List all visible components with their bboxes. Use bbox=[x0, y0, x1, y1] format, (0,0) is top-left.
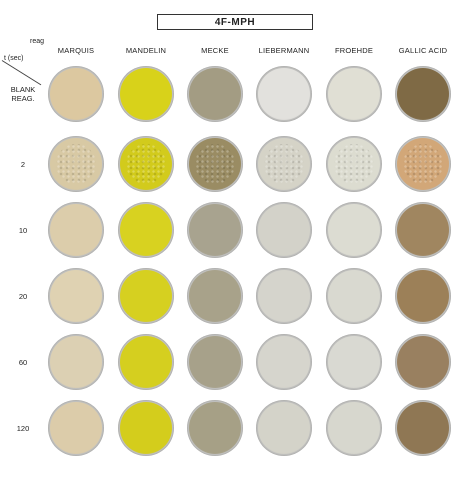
spot-color bbox=[258, 204, 310, 256]
spot-liebermann-row-3 bbox=[256, 268, 312, 324]
spot-gallic-acid-row-5 bbox=[395, 400, 451, 456]
spot-gallic-acid-row-1 bbox=[395, 136, 451, 192]
spot-liebermann-row-1 bbox=[256, 136, 312, 192]
spot-froehde-row-0 bbox=[326, 66, 382, 122]
spot-color bbox=[120, 270, 172, 322]
spot-color bbox=[328, 402, 380, 454]
column-header-mecke: MECKE bbox=[201, 46, 229, 55]
spot-mecke-row-3 bbox=[187, 268, 243, 324]
spot-froehde-row-2 bbox=[326, 202, 382, 258]
spot-froehde-row-1 bbox=[326, 136, 382, 192]
spot-marquis-row-4 bbox=[48, 334, 104, 390]
spot-color bbox=[397, 204, 449, 256]
spot-color bbox=[328, 204, 380, 256]
spot-liebermann-row-5 bbox=[256, 400, 312, 456]
spot-color bbox=[258, 402, 310, 454]
figure-title: 4F-MPH bbox=[157, 14, 313, 30]
axis-corner: reag t (sec) bbox=[0, 28, 50, 86]
spot-color bbox=[50, 138, 102, 190]
spot-color bbox=[328, 270, 380, 322]
column-header-liebermann: LIEBERMANN bbox=[258, 46, 310, 55]
spot-gallic-acid-row-2 bbox=[395, 202, 451, 258]
spot-color bbox=[50, 270, 102, 322]
spot-color bbox=[189, 270, 241, 322]
spot-color bbox=[258, 138, 310, 190]
spot-mandelin-row-4 bbox=[118, 334, 174, 390]
spot-color bbox=[189, 138, 241, 190]
spot-marquis-row-0 bbox=[48, 66, 104, 122]
spot-gallic-acid-row-3 bbox=[395, 268, 451, 324]
row-header-5: 120 bbox=[16, 423, 30, 433]
row-header-4: 60 bbox=[18, 357, 28, 367]
spot-froehde-row-3 bbox=[326, 268, 382, 324]
spot-color bbox=[120, 204, 172, 256]
spot-color bbox=[397, 68, 449, 120]
reagent-axis-label: reag bbox=[30, 38, 45, 45]
corner-divider bbox=[1, 60, 42, 86]
row-header-0: BLANK REAG. bbox=[10, 85, 36, 103]
spot-liebermann-row-0 bbox=[256, 66, 312, 122]
spot-mandelin-row-1 bbox=[118, 136, 174, 192]
spot-color bbox=[328, 336, 380, 388]
spot-color bbox=[328, 68, 380, 120]
spot-color bbox=[120, 68, 172, 120]
row-header-1: 2 bbox=[20, 159, 26, 169]
spot-gallic-acid-row-4 bbox=[395, 334, 451, 390]
column-header-marquis: MARQUIS bbox=[57, 46, 95, 55]
spot-color bbox=[258, 68, 310, 120]
spot-mandelin-row-5 bbox=[118, 400, 174, 456]
spot-color bbox=[258, 270, 310, 322]
spot-color bbox=[397, 336, 449, 388]
spot-color bbox=[189, 402, 241, 454]
spot-gallic-acid-row-0 bbox=[395, 66, 451, 122]
row-header-3: 20 bbox=[18, 291, 28, 301]
column-header-mandelin: MANDELIN bbox=[125, 46, 167, 55]
spot-froehde-row-4 bbox=[326, 334, 382, 390]
spot-color bbox=[397, 270, 449, 322]
spot-color bbox=[258, 336, 310, 388]
spot-mecke-row-2 bbox=[187, 202, 243, 258]
spot-color bbox=[189, 68, 241, 120]
spot-mandelin-row-3 bbox=[118, 268, 174, 324]
spot-color bbox=[120, 402, 172, 454]
spot-color bbox=[189, 204, 241, 256]
spot-froehde-row-5 bbox=[326, 400, 382, 456]
spot-color bbox=[397, 402, 449, 454]
row-header-2: 10 bbox=[18, 225, 28, 235]
spot-mandelin-row-2 bbox=[118, 202, 174, 258]
spot-mecke-row-4 bbox=[187, 334, 243, 390]
spot-marquis-row-5 bbox=[48, 400, 104, 456]
column-header-froehde: FROEHDE bbox=[334, 46, 374, 55]
spot-color bbox=[50, 402, 102, 454]
spot-color bbox=[120, 138, 172, 190]
spot-color bbox=[189, 336, 241, 388]
spot-marquis-row-2 bbox=[48, 202, 104, 258]
spot-color bbox=[397, 138, 449, 190]
spot-color bbox=[120, 336, 172, 388]
spot-mecke-row-5 bbox=[187, 400, 243, 456]
spot-mandelin-row-0 bbox=[118, 66, 174, 122]
spot-color bbox=[50, 336, 102, 388]
spot-liebermann-row-2 bbox=[256, 202, 312, 258]
spot-liebermann-row-4 bbox=[256, 334, 312, 390]
spot-color bbox=[50, 204, 102, 256]
spot-color bbox=[328, 138, 380, 190]
spot-color bbox=[50, 68, 102, 120]
column-header-gallic-acid: GALLIC ACID bbox=[398, 46, 448, 55]
time-axis-label: t (sec) bbox=[4, 55, 24, 62]
spot-mecke-row-1 bbox=[187, 136, 243, 192]
spot-marquis-row-1 bbox=[48, 136, 104, 192]
spot-mecke-row-0 bbox=[187, 66, 243, 122]
spot-marquis-row-3 bbox=[48, 268, 104, 324]
